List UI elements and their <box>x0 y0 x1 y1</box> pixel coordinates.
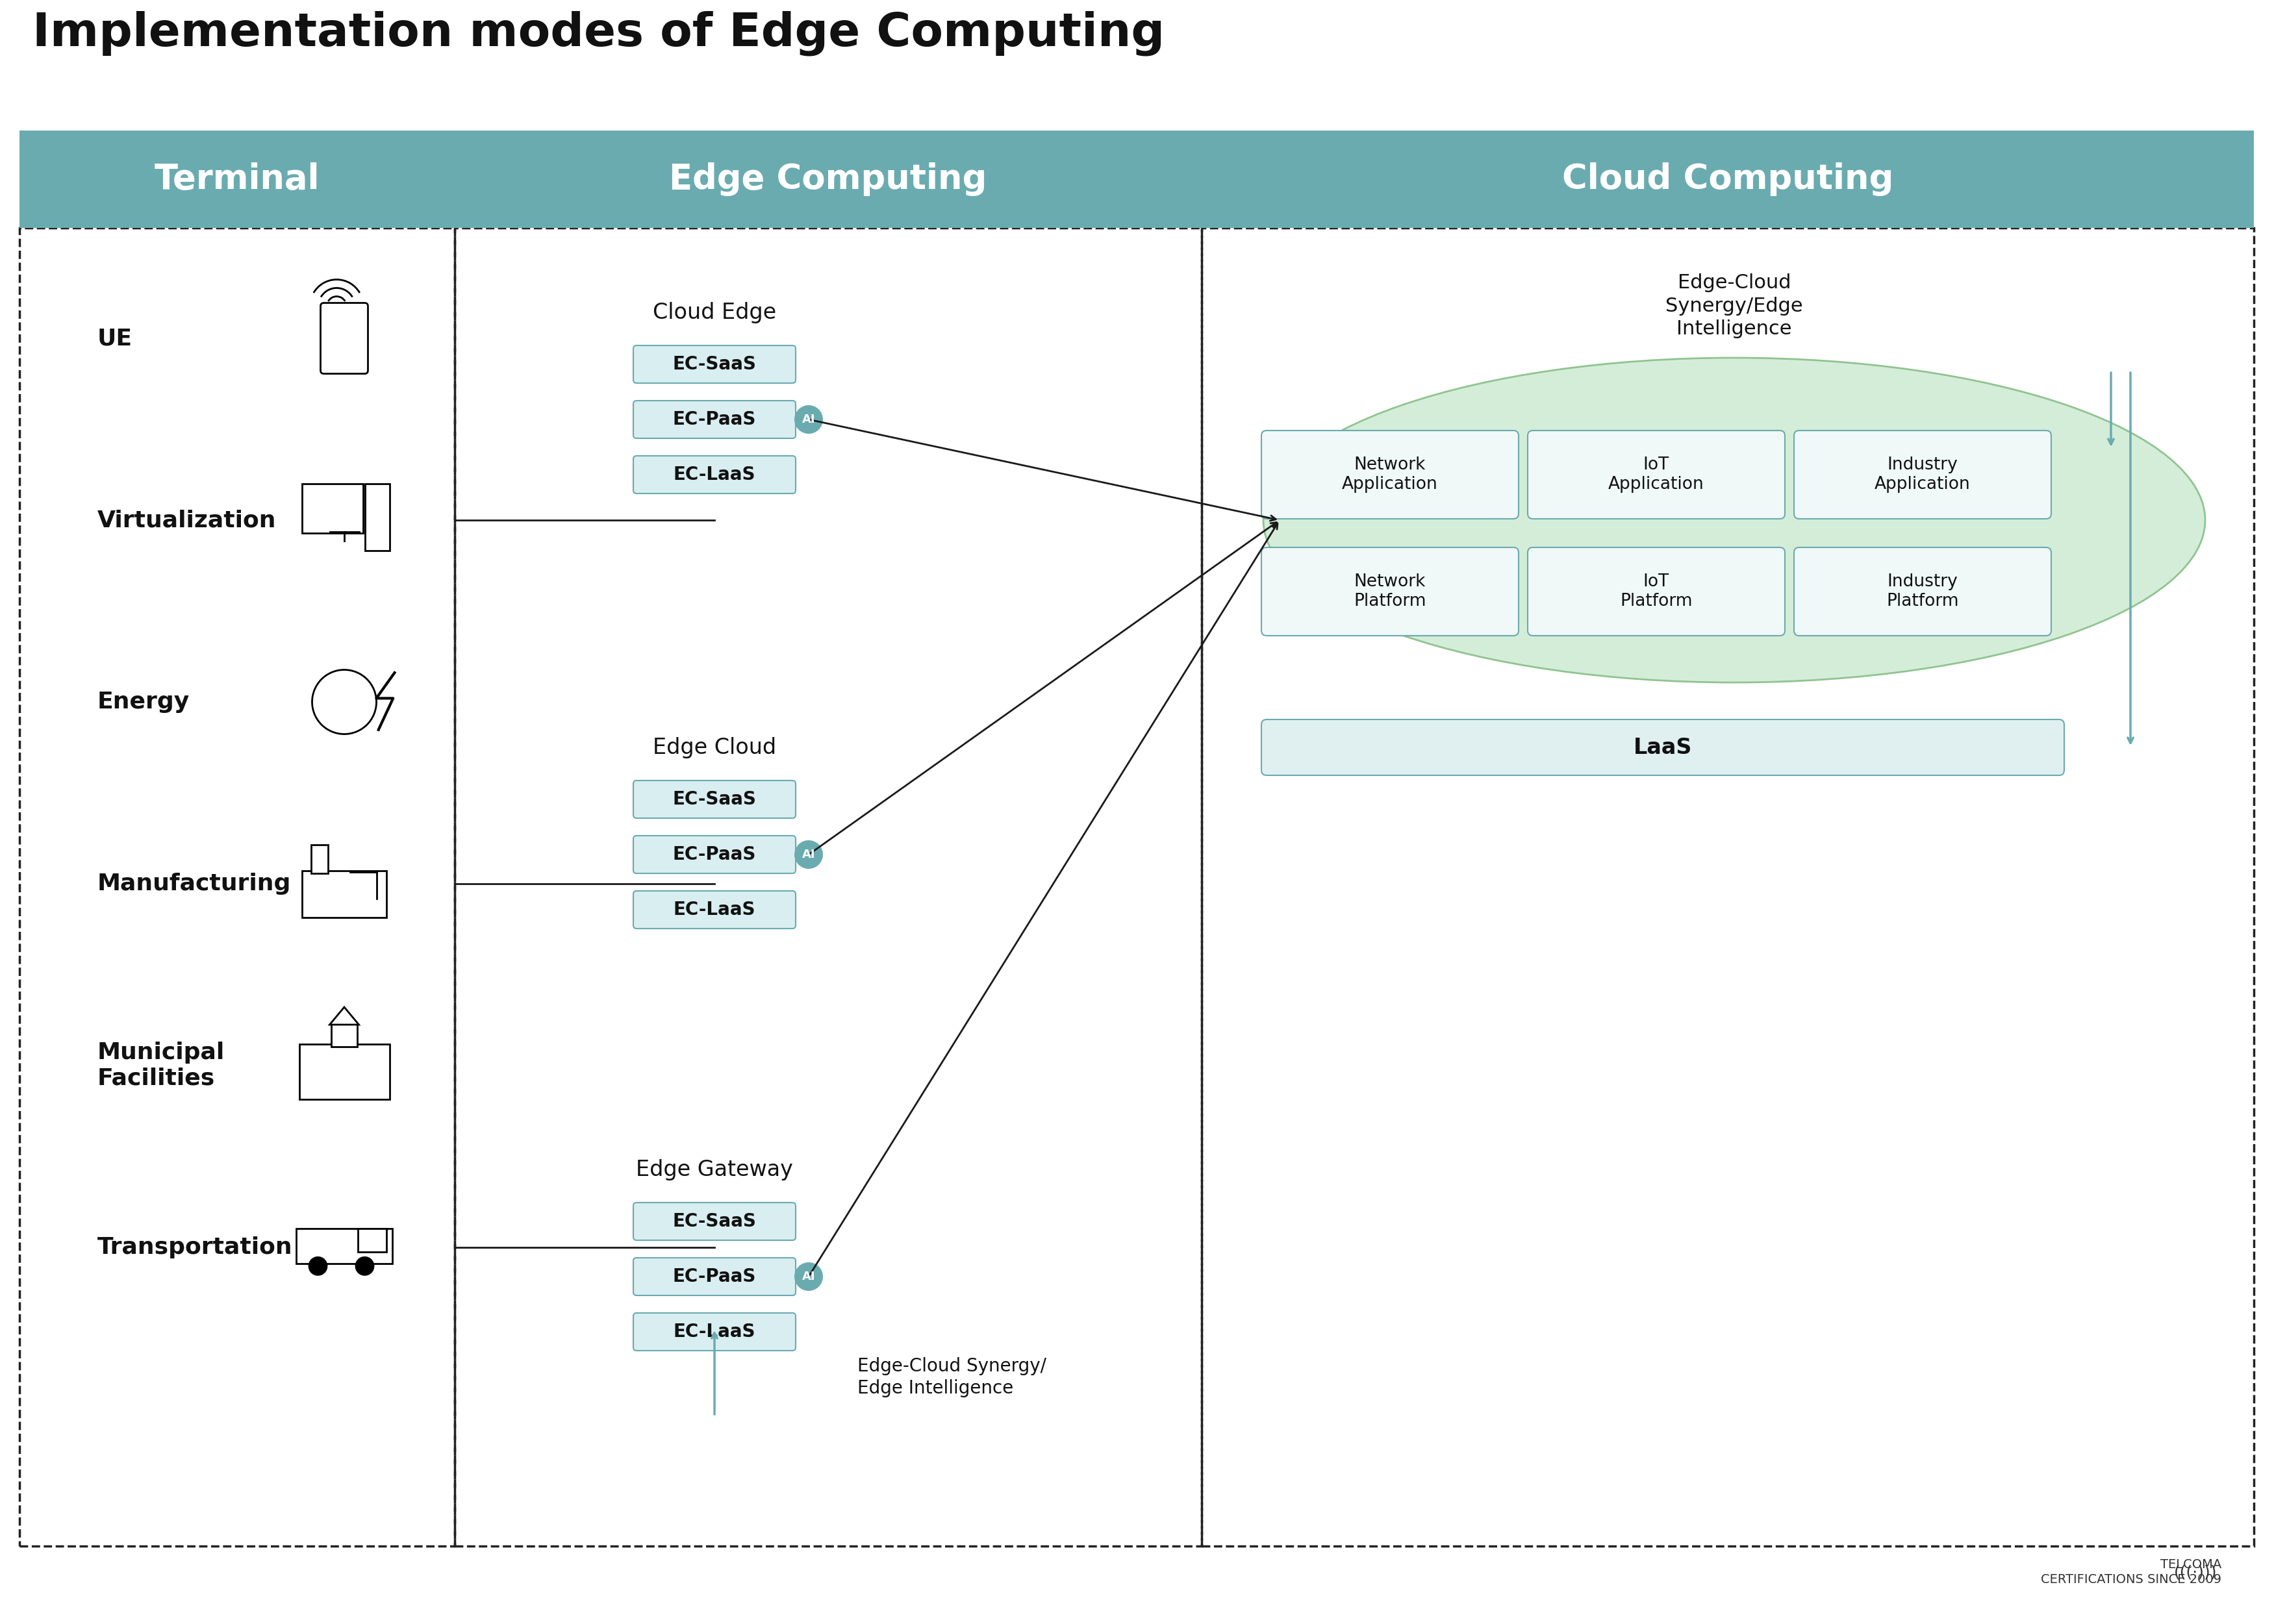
FancyBboxPatch shape <box>455 130 1201 227</box>
Polygon shape <box>330 1007 359 1025</box>
FancyBboxPatch shape <box>312 844 327 874</box>
Text: EC-SaaS: EC-SaaS <box>673 1213 757 1231</box>
FancyBboxPatch shape <box>321 304 368 374</box>
Text: IoT
Platform: IoT Platform <box>1619 573 1692 609</box>
Text: Edge-Cloud
Synergy/Edge
Intelligence: Edge-Cloud Synergy/Edge Intelligence <box>1665 273 1803 338</box>
FancyBboxPatch shape <box>302 484 364 533</box>
Text: Network
Application: Network Application <box>1342 456 1437 492</box>
Text: EC-LaaS: EC-LaaS <box>673 466 755 484</box>
Text: Network
Platform: Network Platform <box>1353 573 1426 609</box>
Ellipse shape <box>1264 357 2206 682</box>
FancyBboxPatch shape <box>1528 547 1785 635</box>
FancyBboxPatch shape <box>332 1023 357 1046</box>
Text: Municipal
Facilities: Municipal Facilities <box>98 1041 225 1090</box>
Text: Terminal: Terminal <box>155 162 321 197</box>
FancyBboxPatch shape <box>632 781 796 818</box>
Circle shape <box>794 1262 823 1291</box>
Text: Cloud Edge: Cloud Edge <box>653 302 775 323</box>
Bar <box>455 227 1201 1546</box>
Text: Energy: Energy <box>98 690 189 713</box>
Text: EC-PaaS: EC-PaaS <box>673 411 757 429</box>
Text: Edge Gateway: Edge Gateway <box>637 1160 794 1181</box>
Text: Edge Cloud: Edge Cloud <box>653 737 775 758</box>
FancyBboxPatch shape <box>1262 430 1519 518</box>
Text: EC-PaaS: EC-PaaS <box>673 846 757 864</box>
FancyBboxPatch shape <box>1794 430 2051 518</box>
Text: (((·))): (((·))) <box>2174 1564 2217 1580</box>
Text: AI: AI <box>803 414 816 425</box>
Text: Edge Computing: Edge Computing <box>669 162 987 197</box>
FancyBboxPatch shape <box>632 1203 796 1241</box>
FancyBboxPatch shape <box>632 836 796 874</box>
Text: Cloud Computing: Cloud Computing <box>1562 162 1894 197</box>
FancyBboxPatch shape <box>296 1228 393 1263</box>
Text: Virtualization: Virtualization <box>98 508 277 531</box>
Text: Edge-Cloud Synergy/
Edge Intelligence: Edge-Cloud Synergy/ Edge Intelligence <box>857 1358 1046 1398</box>
Text: EC-LaaS: EC-LaaS <box>673 901 755 919</box>
FancyBboxPatch shape <box>1794 547 2051 635</box>
Circle shape <box>794 840 823 869</box>
Circle shape <box>357 1257 373 1275</box>
Text: Manufacturing: Manufacturing <box>98 872 291 895</box>
Text: AI: AI <box>803 1270 816 1283</box>
Bar <box>1201 227 2254 1546</box>
FancyBboxPatch shape <box>632 456 796 494</box>
FancyBboxPatch shape <box>632 401 796 438</box>
Text: Implementation modes of Edge Computing: Implementation modes of Edge Computing <box>32 10 1164 55</box>
Text: UE: UE <box>98 328 132 349</box>
FancyBboxPatch shape <box>357 1228 387 1252</box>
Circle shape <box>794 406 823 434</box>
FancyBboxPatch shape <box>1528 430 1785 518</box>
FancyBboxPatch shape <box>632 346 796 383</box>
Text: Industry
Application: Industry Application <box>1874 456 1972 492</box>
FancyBboxPatch shape <box>1262 719 2065 775</box>
Text: Industry
Platform: Industry Platform <box>1887 573 1958 609</box>
Circle shape <box>309 1257 327 1275</box>
Text: EC-SaaS: EC-SaaS <box>673 356 757 374</box>
FancyBboxPatch shape <box>366 484 389 551</box>
Bar <box>20 227 455 1546</box>
Text: EC-LaaS: EC-LaaS <box>673 1322 755 1341</box>
FancyBboxPatch shape <box>1262 547 1519 635</box>
Text: IoT
Application: IoT Application <box>1608 456 1703 492</box>
Text: Transportation: Transportation <box>98 1236 293 1259</box>
FancyBboxPatch shape <box>302 870 387 918</box>
FancyBboxPatch shape <box>632 1257 796 1296</box>
Text: EC-SaaS: EC-SaaS <box>673 791 757 809</box>
FancyBboxPatch shape <box>20 130 455 227</box>
Text: TELCOMA
CERTIFICATIONS SINCE 2009: TELCOMA CERTIFICATIONS SINCE 2009 <box>2040 1559 2222 1587</box>
Text: EC-PaaS: EC-PaaS <box>673 1267 757 1286</box>
FancyBboxPatch shape <box>1201 130 2254 227</box>
Text: LaaS: LaaS <box>1633 737 1692 758</box>
FancyBboxPatch shape <box>300 1044 389 1099</box>
FancyBboxPatch shape <box>632 892 796 929</box>
Text: AI: AI <box>803 849 816 861</box>
FancyBboxPatch shape <box>632 1312 796 1351</box>
Circle shape <box>312 669 377 734</box>
